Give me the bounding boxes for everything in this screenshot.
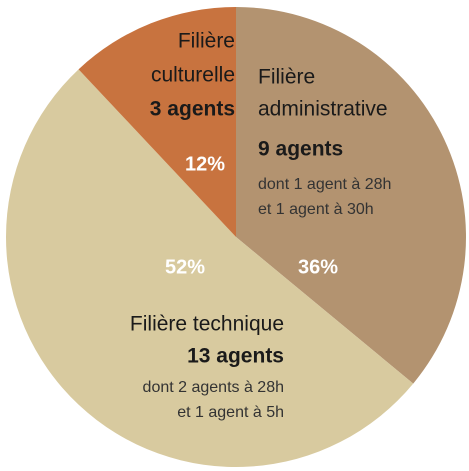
value-label: 12% — [185, 153, 225, 175]
agent-count: 13 agents — [187, 345, 284, 368]
agent-count: 3 agents — [150, 98, 235, 121]
value-label: 52% — [165, 256, 205, 278]
slice-label: culturelle — [151, 64, 235, 87]
pie-slice — [5, 69, 414, 468]
agent-count: 9 agents — [258, 138, 343, 161]
slice-detail: dont 1 agent à 28h — [258, 176, 391, 193]
slice-label: Filière — [178, 30, 235, 53]
slice-detail: et 1 agent à 5h — [177, 404, 284, 421]
slice-label: Filière technique — [130, 313, 284, 336]
pie-slice — [78, 7, 236, 237]
value-label: 36% — [298, 256, 338, 278]
slice-detail: et 1 agent à 30h — [258, 201, 374, 218]
slice-detail: dont 2 agents à 28h — [143, 379, 284, 396]
slice-label: administrative — [258, 98, 388, 121]
slice-label: Filière — [258, 66, 315, 89]
pie-slice — [236, 7, 466, 384]
